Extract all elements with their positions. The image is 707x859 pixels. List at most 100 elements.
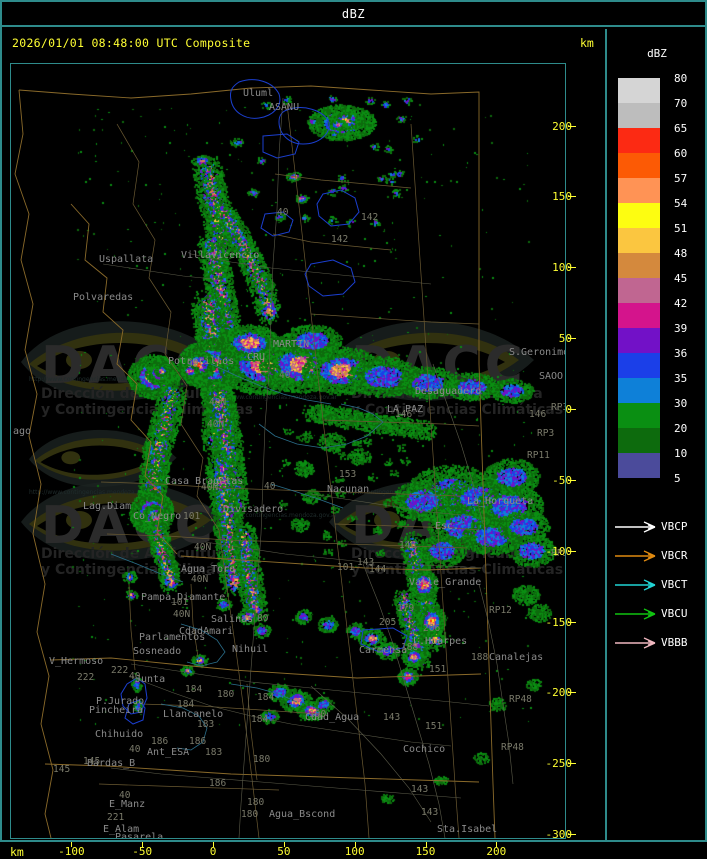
route-label: 145 (53, 764, 71, 775)
city-label: Cochico (403, 744, 446, 755)
dbz-scale-value: 20 (674, 422, 688, 435)
timestamp-label: 2026/01/01 08:48:00 UTC Composite (12, 36, 251, 50)
vector-legend-row: VBCR (609, 549, 705, 563)
city-label: Villavicencio (181, 250, 260, 261)
route-label: 40 (279, 370, 291, 381)
map-boundary-path (180, 555, 482, 571)
x-axis-tick (496, 840, 498, 847)
route-label: 184 (177, 699, 195, 710)
city-label: Lag.Diam (83, 501, 132, 512)
city-label: Chihuido (95, 729, 144, 740)
map-boundary-path (310, 493, 472, 517)
map-boundary-path (334, 523, 480, 531)
dbz-color-band (618, 128, 660, 153)
city-label: Agua_Bscond (269, 809, 336, 820)
route-label: RP3 (537, 428, 555, 439)
city-label: Valle_Grande (409, 577, 482, 588)
dbz-scale-value: 5 (674, 472, 681, 485)
map-boundary-path (204, 541, 484, 569)
city-label: Parlamentos (139, 632, 206, 643)
radar-plot-area[interactable]: DACCDirección de Agriculturay Contingenc… (10, 63, 566, 839)
map-boundary-path (258, 403, 384, 449)
route-label: RP3 (551, 402, 565, 413)
route-label: 143 (383, 712, 401, 723)
y-axis-tick-label: 50 (558, 332, 572, 346)
dbz-scale-value: 36 (674, 347, 688, 360)
dbz-scale-value: 54 (674, 197, 688, 210)
map-boundary-path (316, 189, 360, 227)
route-label: 145 (83, 756, 101, 767)
route-label: 151 (429, 664, 447, 675)
map-boundary-path (322, 419, 480, 427)
route-label: RP48 (501, 742, 524, 753)
route-label: 184 (185, 684, 203, 695)
dbz-color-band (618, 328, 660, 353)
map-boundary-path (44, 763, 480, 783)
x-axis-tick (354, 840, 356, 847)
map-boundary-path (106, 533, 468, 549)
dbz-scale-value: 51 (674, 222, 688, 235)
map-boundary-path (360, 627, 408, 653)
y-axis-tick-label: 200 (552, 119, 572, 133)
route-label: 144 (369, 564, 387, 575)
route-label: 40 (129, 744, 141, 755)
map-boundary-path (190, 583, 200, 665)
map-boundary-path (18, 85, 480, 364)
arrow-icon (615, 521, 656, 533)
dbz-color-band (618, 453, 660, 478)
map-boundary-path (478, 363, 496, 838)
route-label: 101 (183, 511, 201, 522)
map-boundary-path (180, 623, 226, 667)
map-boundary-path (362, 563, 446, 838)
route-label: 40 (129, 671, 141, 682)
x-axis-unit-label: km (10, 845, 24, 859)
city-label: Salinas (211, 614, 254, 625)
map-panel: 2026/01/01 08:48:00 UTC Composite km DAC… (2, 29, 607, 859)
dbz-color-scale[interactable]: 80 70 65 60 57 54 51 48 45 42 39 36 35 30 20 10 5 (618, 73, 687, 484)
city-label: Carmensa (359, 645, 408, 656)
dbz-scale-value: 42 (674, 297, 688, 310)
map-boundary-path (98, 783, 280, 791)
route-label: 40N (173, 609, 191, 620)
city-label: Co_Negro (133, 511, 182, 522)
map-boundary-path (246, 683, 258, 781)
route-label: 40N (209, 397, 227, 408)
route-label: 40 (264, 481, 276, 492)
y-axis-tick-label: -250 (545, 757, 573, 771)
city-label: S.Geronimo (509, 347, 566, 358)
map-vector-layer (14, 79, 514, 838)
y-axis-tick-label: 150 (552, 190, 572, 204)
city-label: E_Alam (103, 824, 140, 835)
window-title: dBZ (341, 7, 366, 21)
dbz-color-band (618, 278, 660, 303)
city-label: Nihuil (232, 644, 269, 655)
y-axis-tick (568, 196, 576, 198)
dbz-color-band (618, 103, 660, 128)
y-axis-tick (568, 409, 576, 410)
arrow-icon (615, 637, 656, 649)
dbz-scale-value: 48 (674, 247, 688, 260)
vector-legend-row: VBCT (609, 578, 705, 592)
dbz-color-band (618, 303, 660, 328)
city-label: Nacunan (327, 484, 370, 495)
map-boundary-path (286, 103, 370, 838)
dbz-color-band (618, 78, 660, 103)
city-label: Sta.Isabel (437, 824, 498, 835)
x-axis-tick (71, 840, 73, 847)
route-label: 40N (207, 419, 225, 430)
route-label-layer: 4014214240146RP3146RP3RP11153146RP314310… (11, 64, 565, 838)
route-label: 222 (111, 665, 129, 676)
y-axis-tick (568, 763, 576, 765)
map-boundary-path (14, 89, 54, 838)
city-label: Divisadero (223, 504, 284, 515)
vector-legend-row: VBCP (609, 520, 705, 534)
map-boundary-path (130, 663, 490, 707)
y-axis-tick-label: -300 (545, 828, 573, 841)
route-label: RP48 (509, 694, 532, 705)
city-label: L.Huarpes (413, 636, 468, 647)
route-label: 188 (471, 652, 489, 663)
route-label: 180 (247, 797, 265, 808)
y-axis-tick-label: -200 (545, 686, 573, 700)
route-label: 183 (197, 719, 215, 730)
dbz-color-band (618, 153, 660, 178)
